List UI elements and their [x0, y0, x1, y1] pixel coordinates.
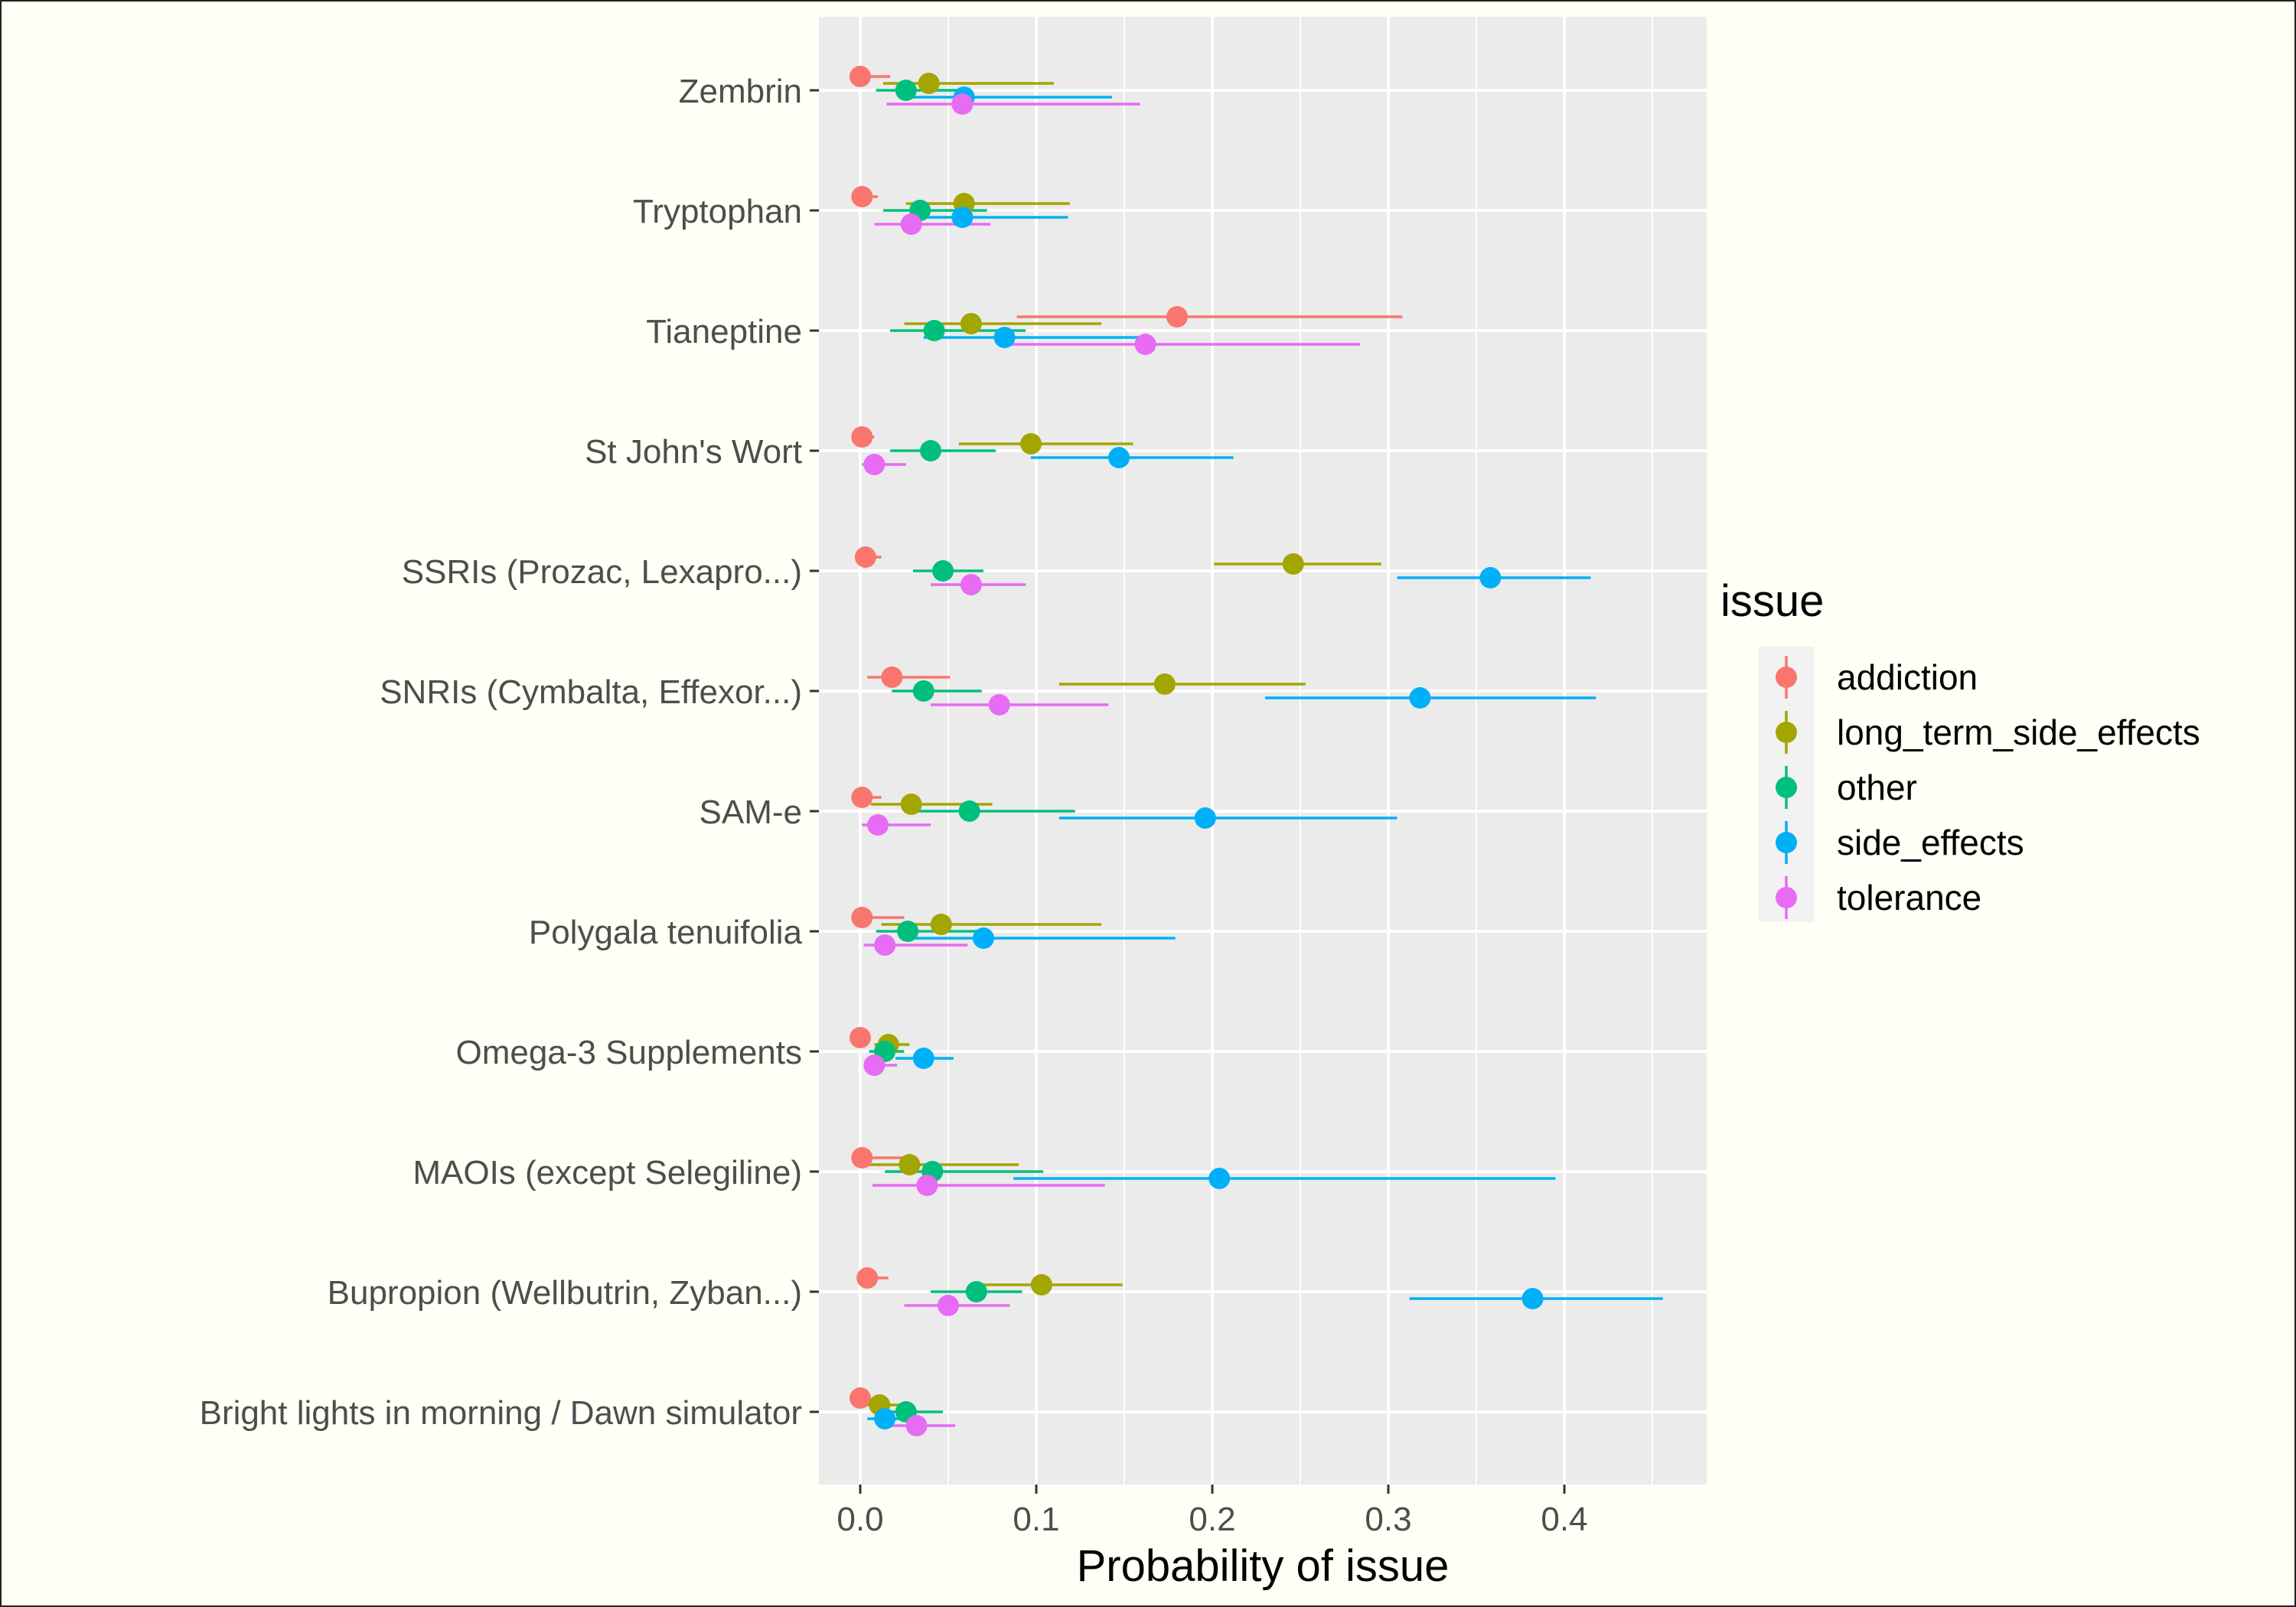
point-long_term_side_effects — [1030, 1274, 1052, 1296]
legend-key-point — [1776, 777, 1797, 798]
x-tick-label: 0.2 — [1189, 1501, 1235, 1538]
point-addiction — [851, 787, 873, 808]
legend-label: addiction — [1837, 657, 1978, 697]
point-side_effects — [912, 1048, 934, 1069]
point-side_effects — [1194, 807, 1216, 829]
y-tick-label: SSRIs (Prozac, Lexapro...) — [402, 553, 802, 591]
point-other — [958, 800, 980, 822]
y-tick-label: Omega-3 Supplements — [456, 1034, 802, 1071]
point-long_term_side_effects — [1020, 433, 1042, 455]
y-axis: Bright lights in morning / Dawn simulato… — [200, 73, 819, 1432]
point-other — [923, 320, 945, 341]
x-tick-label: 0.0 — [837, 1501, 883, 1538]
plot-panel — [819, 17, 1707, 1485]
point-long_term_side_effects — [930, 914, 952, 935]
point-tolerance — [867, 814, 889, 836]
point-tolerance — [960, 574, 982, 595]
point-addiction — [850, 1387, 871, 1409]
point-tolerance — [938, 1295, 959, 1316]
point-other — [932, 560, 954, 582]
x-tick-label: 0.3 — [1365, 1501, 1411, 1538]
point-tolerance — [916, 1175, 938, 1196]
x-tick-label: 0.1 — [1013, 1501, 1059, 1538]
point-addiction — [850, 1027, 871, 1048]
point-side_effects — [874, 1408, 896, 1429]
x-axis-label: Probability of issue — [1077, 1541, 1450, 1591]
minor-gridlines — [947, 17, 1653, 1485]
point-tolerance — [900, 214, 922, 235]
point-addiction — [851, 1147, 873, 1169]
y-tick-label: Bupropion (Wellbutrin, Zyban...) — [328, 1274, 802, 1312]
y-tick-label: SAM-e — [700, 794, 802, 831]
point-tolerance — [863, 1054, 885, 1076]
y-tick-label: Tryptophan — [633, 193, 802, 230]
point-long_term_side_effects — [1282, 553, 1304, 575]
point-estimates — [850, 66, 1544, 1436]
x-tick-label: 0.4 — [1541, 1501, 1587, 1538]
legend: issue addiction long_term_side_effectsoth… — [1720, 576, 2200, 922]
point-long_term_side_effects — [1153, 673, 1176, 695]
y-tick-label: Bright lights in morning / Dawn simulato… — [200, 1394, 802, 1432]
point-other — [965, 1281, 987, 1302]
point-other — [912, 680, 934, 702]
point-other — [897, 921, 919, 942]
point-addiction — [856, 1267, 879, 1289]
y-tick-label: Polygala tenuifolia — [529, 914, 803, 951]
legend-label: tolerance — [1837, 878, 1981, 918]
legend-key-point — [1776, 722, 1797, 743]
point-side_effects — [1521, 1288, 1544, 1309]
legend-key-point — [1776, 667, 1797, 688]
point-addiction — [851, 907, 873, 928]
point-other — [895, 80, 917, 101]
point-tolerance — [874, 934, 896, 956]
point-side_effects — [1479, 567, 1502, 588]
point-side_effects — [1108, 447, 1130, 468]
legend-title: issue — [1720, 576, 1824, 626]
point-tolerance — [951, 93, 974, 115]
point-other — [920, 440, 941, 461]
point-side_effects — [951, 207, 974, 228]
point-tolerance — [905, 1415, 928, 1436]
point-side_effects — [1409, 687, 1431, 709]
legend-label: long_term_side_effects — [1837, 712, 2200, 752]
legend-label: side_effects — [1837, 823, 2024, 862]
point-addiction — [851, 426, 873, 448]
point-addiction — [850, 66, 871, 87]
legend-label: other — [1837, 768, 1917, 807]
point-side_effects — [1208, 1168, 1231, 1189]
point-addiction — [881, 667, 903, 688]
point-tolerance — [863, 454, 885, 475]
y-tick-label: Zembrin — [679, 73, 802, 110]
legend-key-point — [1776, 887, 1797, 908]
legend-key-point — [1776, 832, 1797, 853]
point-long_term_side_effects — [960, 313, 982, 334]
point-addiction — [851, 186, 873, 207]
point-long_term_side_effects — [900, 794, 922, 815]
point-side_effects — [973, 927, 994, 949]
x-axis: 0.0 0.1 0.2 0.3 0.4 — [837, 1485, 1588, 1538]
point-long_term_side_effects — [899, 1154, 921, 1175]
y-tick-label: MAOIs (except Selegiline) — [413, 1154, 802, 1191]
point-addiction — [854, 546, 876, 568]
point-tolerance — [1134, 334, 1156, 355]
point-addiction — [1166, 306, 1188, 328]
point-tolerance — [988, 694, 1010, 715]
y-tick-label: St John's Wort — [585, 433, 802, 471]
point-long_term_side_effects — [918, 73, 940, 94]
y-tick-label: Tianeptine — [646, 313, 802, 350]
y-tick-label: SNRIs (Cymbalta, Effexor...) — [380, 673, 802, 711]
point-side_effects — [993, 327, 1016, 348]
